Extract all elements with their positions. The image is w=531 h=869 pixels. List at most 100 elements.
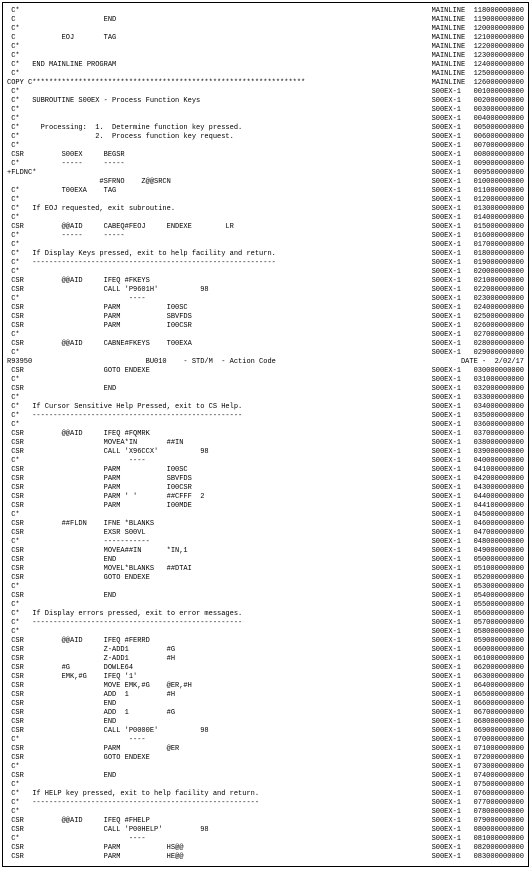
code-text: C* xyxy=(7,43,20,52)
code-text: C* xyxy=(7,106,20,115)
line-meta: S00EX-1 028000000000 xyxy=(424,340,524,349)
code-text: COPY C**********************************… xyxy=(7,79,305,88)
code-line: CSR PARM I00SCS00EX-1 024000000000 xyxy=(7,304,524,313)
code-text: CSR END xyxy=(7,772,116,781)
code-line: CSR PARM I00CSRS00EX-1 026000000000 xyxy=(7,322,524,331)
code-text: CSR CALL 'P00HELP' 98 xyxy=(7,826,209,835)
line-meta: S00EX-1 080000000000 xyxy=(424,826,524,835)
line-meta: S00EX-1 021000000000 xyxy=(424,277,524,286)
code-text: CSR GOTO ENDEXE xyxy=(7,367,150,376)
code-line: CSR Z-ADD1 #HS00EX-1 061000000000 xyxy=(7,655,524,664)
code-text: CSR PARM SBVFDS xyxy=(7,313,192,322)
code-line: C* If EOJ requested, exit subroutine.S00… xyxy=(7,205,524,214)
line-meta: S00EX-1 072000000000 xyxy=(424,754,524,763)
code-text: C* END MAINLINE PROGRAM xyxy=(7,61,116,70)
code-line: CSR EMK,#G IFEQ '1'S00EX-1 063000000000 xyxy=(7,673,524,682)
line-meta: S00EX-1 009000000000 xyxy=(424,160,524,169)
code-line: C END MAINLINE 119000000000 xyxy=(7,16,524,25)
code-text: CSR PARM I00SC xyxy=(7,466,188,475)
code-line: CSR CALL 'P9601H' 98S00EX-1 022000000000 xyxy=(7,286,524,295)
line-meta: S00EX-1 054000000000 xyxy=(424,592,524,601)
code-line: CSR ENDS00EX-1 066000000000 xyxy=(7,700,524,709)
line-meta: S00EX-1 034000000000 xyxy=(424,403,524,412)
line-meta: S00EX-1 036000000000 xyxy=(424,421,524,430)
code-line: CSR GOTO ENDEXE S00EX-1 030000000000 xyxy=(7,367,524,376)
code-line: CSR EXSR S00VLS00EX-1 047000000000 xyxy=(7,529,524,538)
code-text: C* If EOJ requested, exit subroutine. xyxy=(7,205,175,214)
code-text: CSR S00EX BEGSR xyxy=(7,151,125,160)
code-text: CSR @@AID CABEQ#FEOJ ENDEXE LR xyxy=(7,223,234,232)
line-meta: S00EX-1 040000000000 xyxy=(424,457,524,466)
code-line: CSR ENDS00EX-1 050000000000 xyxy=(7,556,524,565)
line-meta: S00EX-1 018000000000 xyxy=(424,250,524,259)
code-line: C* If Display Keys pressed, exit to help… xyxy=(7,250,524,259)
code-line: CSR PARM ' ' ##CFFF 2S00EX-1 04400000000… xyxy=(7,493,524,502)
code-line: C*S00EX-1 014000000000 xyxy=(7,214,524,223)
code-text: C* xyxy=(7,628,20,637)
line-meta: S00EX-1 020000000000 xyxy=(424,268,524,277)
code-line: CSR ENDS00EX-1 074000000000 xyxy=(7,772,524,781)
line-meta: S00EX-1 069000000000 xyxy=(424,727,524,736)
code-line: CSR @@AID IFEQ #FKEYSS00EX-1 02100000000… xyxy=(7,277,524,286)
code-text: CSR MOVEA##IN *IN,1 xyxy=(7,547,188,556)
code-line: C* ----S00EX-1 081000000000 xyxy=(7,835,524,844)
code-line: C*S00EX-1 058000000000 xyxy=(7,628,524,637)
code-line: C*S00EX-1 053000000000 xyxy=(7,583,524,592)
code-text: C* ----------- xyxy=(7,538,150,547)
line-meta: S00EX-1 051000000000 xyxy=(424,565,524,574)
code-text: R93950 BU010 - STD/M - Action Code xyxy=(7,358,276,367)
line-meta: S00EX-1 062000000000 xyxy=(424,664,524,673)
code-line: CSR CALL 'X96CCX' 98S00EX-1 039000000000 xyxy=(7,448,524,457)
line-meta: S00EX-1 030000000000 xyxy=(424,367,524,376)
code-line: C* S00EX-1 020000000000 xyxy=(7,268,524,277)
line-meta: S00EX-1 056000000000 xyxy=(424,610,524,619)
code-line: C*S00EX-1 073000000000 xyxy=(7,763,524,772)
code-line: C* SUBROUTINE S00EX - Process Function K… xyxy=(7,97,524,106)
code-text: C END xyxy=(7,16,116,25)
line-meta: MAINLINE 121000000000 xyxy=(424,34,524,43)
code-text: CSR PARM HE@@ xyxy=(7,853,183,862)
code-line: C*S00EX-1 033000000000 xyxy=(7,394,524,403)
code-text: C* ---- xyxy=(7,295,146,304)
line-meta: MAINLINE 119000000000 xyxy=(424,16,524,25)
line-meta: S00EX-1 046000000000 xyxy=(424,520,524,529)
code-line: C*S00EX-1 045000000000 xyxy=(7,511,524,520)
code-line: C* MAINLINE 118000000000 xyxy=(7,7,524,16)
line-meta: S00EX-1 079000000000 xyxy=(424,817,524,826)
line-meta: DATE - 2/02/17 xyxy=(453,358,524,367)
code-text: CSR MOVEA*IN ##IN xyxy=(7,439,183,448)
line-meta: S00EX-1 012000000000 xyxy=(424,196,524,205)
line-meta: S00EX-1 068000000000 xyxy=(424,718,524,727)
code-text: C* If Cursor Sensitive Help Pressed, exi… xyxy=(7,403,242,412)
code-line: CSR ADD 1 #HS00EX-1 065000000000 xyxy=(7,691,524,700)
code-line: CSR PARM I00SCS00EX-1 041000000000 xyxy=(7,466,524,475)
line-meta: S00EX-1 053000000000 xyxy=(424,583,524,592)
line-meta: S00EX-1 065000000000 xyxy=(424,691,524,700)
line-meta: S00EX-1 016000000000 xyxy=(424,232,524,241)
line-meta: S00EX-1 005000000000 xyxy=(424,124,524,133)
code-line: C* Processing: 1. Determine function key… xyxy=(7,124,524,133)
code-text: CSR PARM I00CSR xyxy=(7,484,192,493)
line-meta: S00EX-1 067000000000 xyxy=(424,709,524,718)
code-text: C* xyxy=(7,7,20,16)
line-meta: S00EX-1 015000000000 xyxy=(424,223,524,232)
code-line: C* END MAINLINE PROGRAMMAINLINE 12400000… xyxy=(7,61,524,70)
line-meta: MAINLINE 118000000000 xyxy=(424,7,524,16)
code-line: CSR PARM HE@@S00EX-1 083000000000 xyxy=(7,853,524,862)
code-text: C* xyxy=(7,88,20,97)
code-text: C* xyxy=(7,349,20,358)
line-meta: MAINLINE 123000000000 xyxy=(424,52,524,61)
line-meta: S00EX-1 076000000000 xyxy=(424,790,524,799)
code-line: C* ----- -----S00EX-1 009000000000 xyxy=(7,160,524,169)
code-text: C* -------------------------------------… xyxy=(7,799,259,808)
code-text: CSR PARM @ER xyxy=(7,745,179,754)
line-meta: S00EX-1 075000000000 xyxy=(424,781,524,790)
line-meta: S00EX-1 061000000000 xyxy=(424,655,524,664)
code-text: C* Processing: 1. Determine function key… xyxy=(7,124,242,133)
code-text: C* xyxy=(7,763,20,772)
code-text: C* xyxy=(7,601,20,610)
code-line: #SFRNO Z@@SRCNS00EX-1 010000000000 xyxy=(7,178,524,187)
code-text: C* xyxy=(7,268,20,277)
line-meta: S00EX-1 029000000000 xyxy=(424,349,524,358)
code-line: CSR @@AID IFEQ #FERRDS00EX-1 05900000000… xyxy=(7,637,524,646)
